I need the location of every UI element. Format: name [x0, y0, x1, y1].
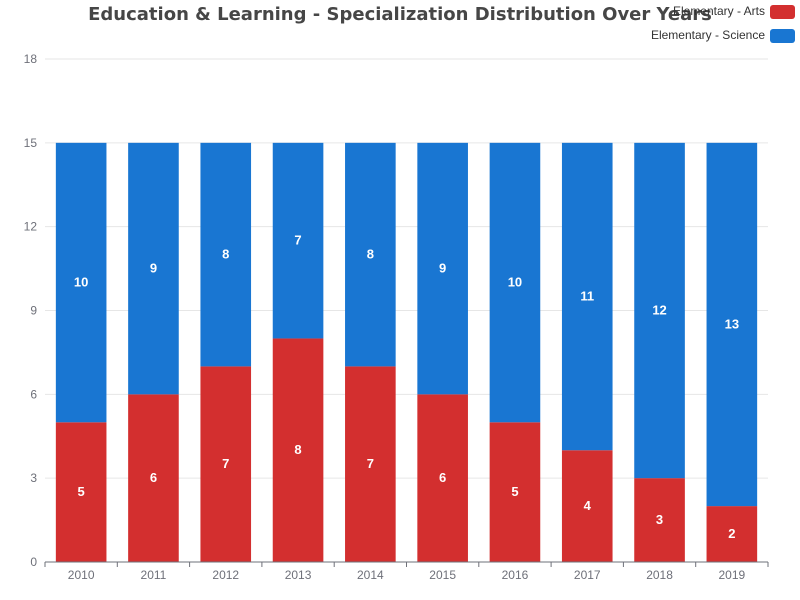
bar-value-label: 8 [367, 247, 374, 262]
bar-science[interactable] [128, 142, 179, 395]
bar-arts[interactable] [561, 450, 613, 562]
bar-value-label: 13 [725, 316, 739, 331]
x-tick-label: 2011 [141, 568, 167, 582]
bar-value-label: 6 [150, 470, 157, 485]
bar-value-label: 11 [580, 289, 594, 304]
bar-value-label: 10 [74, 275, 88, 290]
y-tick-label: 9 [30, 304, 37, 318]
bar-science[interactable] [417, 142, 468, 395]
x-tick-label: 2015 [429, 568, 456, 582]
bar-arts[interactable] [200, 366, 252, 562]
x-tick-label: 2013 [285, 568, 312, 582]
bar-value-label: 2 [728, 526, 735, 541]
bar-science[interactable] [345, 142, 396, 367]
y-tick-label: 18 [24, 52, 38, 66]
y-tick-label: 0 [30, 555, 37, 569]
legend-item-science[interactable]: Elementary - Science [651, 28, 795, 43]
bar-arts[interactable] [345, 366, 396, 562]
x-tick-label: 2016 [502, 568, 529, 582]
bar-arts[interactable] [417, 394, 468, 562]
bar-value-label: 7 [294, 233, 301, 248]
legend-label: Elementary - Science [651, 28, 765, 42]
x-tick-label: 2014 [357, 568, 384, 582]
legend-label: Elementary - Arts [673, 4, 765, 18]
legend-swatch [770, 29, 795, 43]
bar-value-label: 9 [150, 261, 157, 276]
x-tick-label: 2017 [574, 568, 601, 582]
bar-science[interactable] [55, 142, 107, 423]
bar-science[interactable] [561, 142, 613, 451]
legend-item-arts[interactable]: Elementary - Arts [673, 4, 795, 19]
bar-science[interactable] [706, 142, 758, 507]
y-tick-label: 3 [30, 471, 37, 485]
bar-arts[interactable] [489, 422, 541, 562]
bar-value-label: 12 [652, 303, 666, 318]
bar-science[interactable] [489, 142, 541, 423]
legend: Elementary - Arts Elementary - Science [651, 4, 795, 43]
y-tick-label: 6 [30, 387, 37, 401]
bar-value-label: 4 [584, 498, 592, 513]
legend-swatch [770, 5, 795, 19]
bar-value-label: 9 [439, 261, 446, 276]
y-tick-label: 12 [24, 220, 38, 234]
bars [55, 142, 758, 562]
bar-value-label: 8 [222, 247, 229, 262]
bar-value-label: 6 [439, 470, 446, 485]
bar-value-label: 10 [508, 275, 522, 290]
bar-value-label: 5 [78, 484, 85, 499]
bar-value-label: 3 [656, 512, 663, 527]
bar-value-label: 7 [367, 456, 374, 471]
x-tick-label: 2010 [68, 568, 95, 582]
bar-arts[interactable] [634, 478, 685, 562]
bar-value-label: 8 [294, 442, 301, 457]
bar-science[interactable] [272, 142, 324, 339]
bar-arts[interactable] [272, 338, 324, 562]
bar-science[interactable] [634, 142, 685, 479]
axes: 0 3 6 9 12 15 18 2010 2011 2012 2013 2014 2015 2016 20… [24, 52, 769, 582]
x-tick-label: 2018 [646, 568, 673, 582]
bar-science[interactable] [200, 142, 252, 367]
y-tick-label: 15 [24, 136, 38, 150]
x-tick-label: 2019 [718, 568, 745, 582]
bar-arts[interactable] [55, 422, 107, 562]
bar-arts[interactable] [706, 506, 758, 562]
chart-title: Education & Learning - Specialization Di… [88, 4, 712, 25]
bar-arts[interactable] [128, 394, 179, 562]
bar-value-labels: 5 10 6 9 7 8 8 7 7 8 6 9 5 10 4 11 3 12 2 13 [74, 233, 739, 541]
bar-value-label: 7 [222, 456, 229, 471]
bar-value-label: 5 [511, 484, 518, 499]
x-tick-label: 2012 [212, 568, 239, 582]
